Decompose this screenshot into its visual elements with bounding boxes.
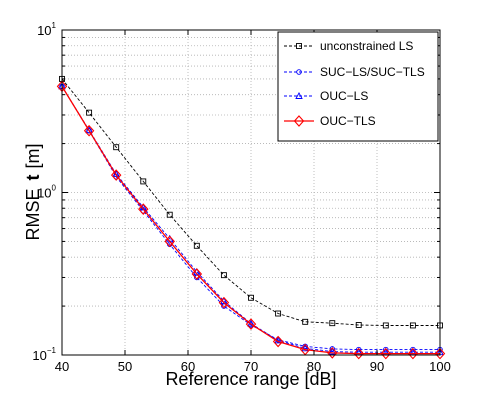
y-tick-exponent: 0 (52, 184, 57, 193)
y-tick-label: 101 (37, 21, 56, 38)
data-point (218, 296, 230, 309)
series-line (61, 78, 440, 326)
data-point (86, 109, 93, 116)
data-point (329, 320, 336, 327)
legend-marker (295, 92, 303, 99)
data-point (382, 322, 389, 329)
legend-label: OUC−TLS (320, 114, 376, 128)
data-point (302, 318, 309, 325)
y-tick-exponent: 1 (52, 21, 57, 30)
data-point (248, 294, 254, 301)
data-point (353, 347, 364, 360)
data-point (275, 310, 282, 317)
x-tick-label: 40 (55, 359, 69, 374)
data-point (110, 169, 122, 181)
data-point (140, 178, 147, 185)
x-tick-label: 80 (307, 359, 321, 374)
data-point (220, 272, 227, 279)
legend-label: unconstrained LS (320, 39, 413, 53)
x-tick-label: 90 (370, 359, 384, 374)
data-point (355, 322, 362, 328)
y-axis-label-bold: t (23, 174, 43, 180)
data-point (164, 235, 175, 248)
y-tick-label: 100 (37, 184, 56, 201)
legend-marker (293, 115, 305, 127)
legend-box (277, 31, 439, 142)
y-tick-label: 10−1 (32, 346, 56, 363)
data-point (113, 144, 120, 151)
x-tick-label: 50 (118, 359, 132, 374)
legend: unconstrained LS SUC−LS/SUC−TLS OUC−LS OUC−… (277, 31, 439, 142)
data-point (301, 344, 309, 352)
data-point (380, 347, 392, 360)
series-line (61, 86, 440, 351)
legend-marker (296, 69, 302, 75)
x-axis-label: Reference range [dB] (165, 369, 336, 389)
data-point (193, 242, 200, 249)
x-tick-label: 60 (181, 359, 195, 374)
data-point (191, 268, 203, 280)
data-point (327, 347, 338, 359)
data-point (166, 211, 173, 218)
data-point (328, 347, 337, 355)
data-point (272, 335, 284, 348)
data-point (409, 322, 416, 329)
y-tick-exponent: −1 (47, 346, 57, 355)
x-tick-label: 100 (429, 359, 451, 374)
data-point (85, 126, 93, 134)
legend-label: OUC−LS (320, 89, 368, 103)
y-axis-label: RMSE t [m] (23, 143, 43, 240)
y-tick-base: 10 (32, 348, 46, 363)
series-square (59, 75, 443, 329)
legend-label: SUC−LS/SUC−TLS (320, 65, 425, 79)
data-point (355, 346, 362, 353)
data-point (434, 347, 446, 360)
y-tick-base: 10 (37, 186, 51, 201)
y-axis-label-main: RMSE (23, 188, 43, 240)
data-point (407, 347, 419, 360)
x-tick-label: 70 (244, 359, 258, 374)
legend-marker (296, 43, 302, 49)
y-axis-label-unit: [m] (23, 143, 43, 168)
y-tick-base: 10 (37, 23, 51, 38)
data-point (83, 124, 95, 137)
data-point (138, 203, 149, 215)
data-point (245, 318, 257, 330)
